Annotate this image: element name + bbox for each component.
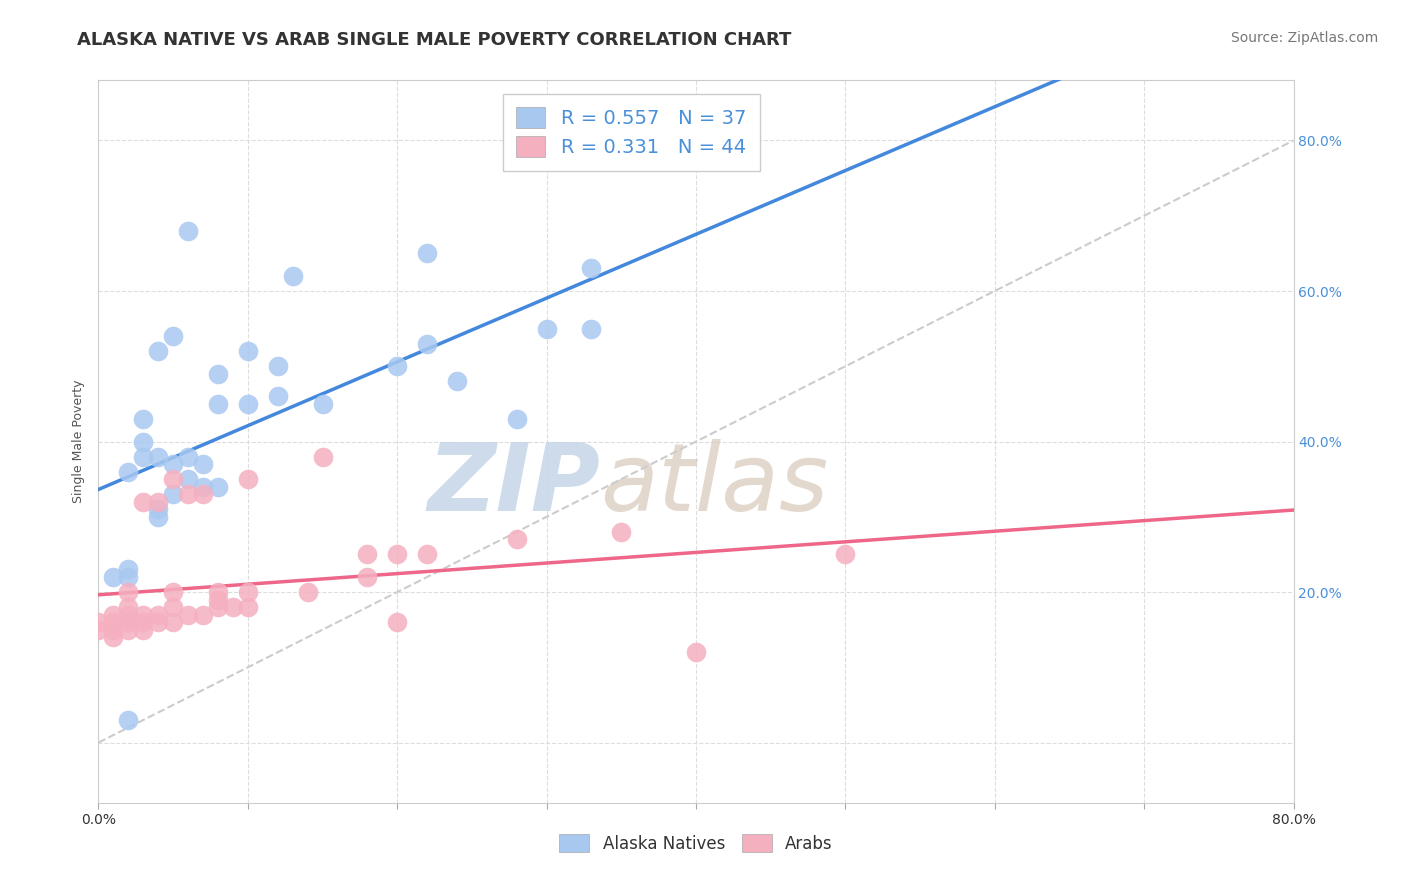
Point: [148, 450, 170, 464]
Point: [148, 509, 170, 524]
Point: [117, 585, 139, 599]
Point: [132, 607, 155, 622]
Point: [117, 465, 139, 479]
Point: [117, 623, 139, 637]
Point: [356, 570, 378, 584]
Point: [385, 548, 409, 562]
Point: [162, 615, 184, 630]
Point: [311, 397, 333, 411]
Point: [148, 615, 170, 630]
Point: [177, 450, 200, 464]
Text: ALASKA NATIVE VS ARAB SINGLE MALE POVERTY CORRELATION CHART: ALASKA NATIVE VS ARAB SINGLE MALE POVERT…: [77, 31, 792, 49]
Point: [236, 344, 259, 359]
Point: [506, 533, 529, 547]
Point: [416, 246, 439, 260]
Point: [297, 585, 319, 599]
Point: [191, 457, 214, 471]
Point: [834, 548, 856, 562]
Point: [148, 607, 170, 622]
Point: [236, 472, 259, 486]
Point: [356, 548, 378, 562]
Point: [162, 472, 184, 486]
Point: [267, 389, 290, 403]
Point: [267, 359, 290, 374]
Point: [162, 600, 184, 615]
Point: [581, 261, 603, 276]
Point: [148, 344, 170, 359]
Point: [416, 336, 439, 351]
Point: [162, 457, 184, 471]
Point: [117, 607, 139, 622]
Point: [132, 494, 155, 508]
Text: atlas: atlas: [600, 440, 828, 531]
Point: [207, 585, 229, 599]
Point: [87, 623, 110, 637]
Y-axis label: Single Male Poverty: Single Male Poverty: [72, 380, 86, 503]
Point: [207, 480, 229, 494]
Point: [385, 615, 409, 630]
Point: [103, 570, 125, 584]
Text: Source: ZipAtlas.com: Source: ZipAtlas.com: [1230, 31, 1378, 45]
Point: [103, 615, 125, 630]
Point: [236, 397, 259, 411]
Point: [103, 630, 125, 644]
Point: [446, 374, 468, 388]
Point: [132, 450, 155, 464]
Point: [87, 615, 110, 630]
Point: [177, 607, 200, 622]
Point: [222, 600, 245, 615]
Point: [148, 502, 170, 516]
Point: [132, 412, 155, 426]
Point: [610, 524, 633, 539]
Point: [685, 645, 707, 659]
Point: [416, 548, 439, 562]
Point: [207, 600, 229, 615]
Point: [117, 713, 139, 727]
Point: [236, 600, 259, 615]
Point: [207, 592, 229, 607]
Point: [132, 434, 155, 449]
Point: [177, 472, 200, 486]
Point: [207, 397, 229, 411]
Point: [311, 450, 333, 464]
Point: [191, 607, 214, 622]
Point: [207, 367, 229, 381]
Point: [191, 487, 214, 501]
Point: [177, 224, 200, 238]
Point: [162, 585, 184, 599]
Point: [536, 321, 558, 335]
Point: [103, 623, 125, 637]
Point: [581, 321, 603, 335]
Point: [132, 623, 155, 637]
Point: [506, 412, 529, 426]
Text: ZIP: ZIP: [427, 439, 600, 531]
Point: [162, 329, 184, 343]
Point: [117, 615, 139, 630]
Point: [117, 562, 139, 576]
Point: [236, 585, 259, 599]
Legend: Alaska Natives, Arabs: Alaska Natives, Arabs: [553, 828, 839, 860]
Point: [177, 487, 200, 501]
Point: [162, 487, 184, 501]
Point: [132, 615, 155, 630]
Point: [117, 600, 139, 615]
Point: [191, 480, 214, 494]
Point: [281, 268, 304, 283]
Point: [385, 359, 409, 374]
Point: [117, 570, 139, 584]
Point: [103, 607, 125, 622]
Point: [148, 494, 170, 508]
